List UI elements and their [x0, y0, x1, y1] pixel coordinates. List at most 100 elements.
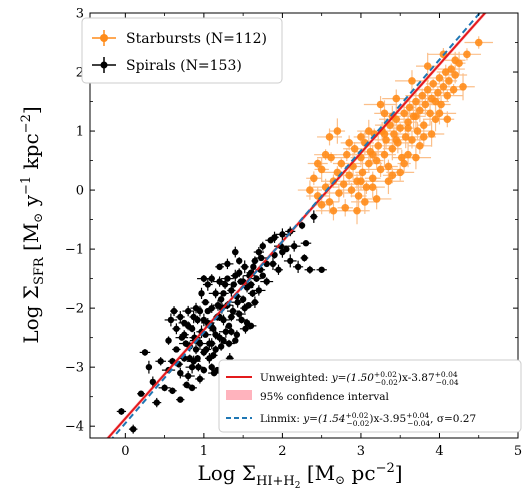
starburst-point — [374, 142, 383, 150]
spiral-point — [279, 248, 286, 256]
starburst-point — [392, 94, 401, 103]
starburst-point — [361, 198, 369, 206]
spiral-point — [188, 384, 196, 392]
spiral-point — [318, 266, 325, 273]
starburst-point — [401, 133, 410, 141]
starburst-point — [463, 50, 471, 59]
spiral-point — [177, 369, 184, 377]
spiral-point — [203, 346, 210, 353]
spiral-point — [310, 213, 318, 220]
spiral-point — [212, 290, 219, 297]
starburst-point — [372, 195, 381, 203]
spiral-point — [217, 296, 225, 303]
starburst-point — [333, 127, 342, 135]
spiral-point — [206, 355, 213, 362]
starburst-point — [419, 133, 428, 141]
spiral-point — [194, 316, 201, 324]
spiral-point — [212, 331, 219, 338]
starburst-point — [396, 168, 405, 177]
spiral-point — [255, 287, 263, 294]
spiral-point — [241, 263, 248, 271]
legend-bottom: Unweighted: y=(1.50+0.02 −0.02)x-3.87+0.0… — [218, 359, 522, 433]
legend-unweighted-label: Unweighted: y=(1.50+0.02 −0.02)x-3.87+0.0… — [260, 370, 459, 387]
spiral-point — [195, 363, 202, 371]
starburst-point — [390, 130, 398, 138]
starburst-point — [372, 156, 381, 165]
spiral-point — [170, 307, 178, 315]
starburst-point — [317, 201, 326, 209]
starburst-point — [408, 77, 416, 85]
starburst-point — [426, 109, 434, 118]
x-axis-title: Log ΣHI+H2 [M⊙ pc−2] — [197, 461, 402, 491]
spiral-point — [204, 307, 211, 315]
starburst-point — [449, 85, 458, 94]
spiral-point — [149, 378, 157, 386]
starburst-point — [388, 171, 397, 180]
starburst-point — [413, 127, 422, 135]
starburst-point — [310, 174, 318, 183]
starburst-point — [317, 165, 326, 174]
starburst-point — [435, 109, 444, 118]
y-tick-label: −2 — [65, 302, 84, 317]
y-tick-label: 2 — [76, 66, 84, 81]
spiral-point — [302, 240, 310, 247]
starburst-point — [343, 150, 351, 159]
starburst-point — [434, 88, 442, 97]
unweighted-fit-line — [106, 13, 487, 438]
y-tick-label: −1 — [65, 243, 84, 258]
y-tick-label: 0 — [76, 184, 84, 199]
x-tick-label: 1 — [200, 444, 208, 459]
starburst-point — [354, 192, 363, 200]
spiral-point — [196, 340, 204, 347]
legend-ci-swatch — [226, 390, 252, 400]
x-tick-label: 3 — [357, 444, 365, 459]
spiral-point — [224, 275, 231, 282]
starburst-point — [345, 171, 353, 180]
legend-top: Starbursts (N=112) Spirals (N=153) — [81, 17, 283, 84]
starburst-point — [368, 150, 377, 159]
spiral-point — [247, 322, 255, 330]
starburst-point — [313, 159, 322, 168]
spiral-point — [188, 363, 196, 371]
spiral-point — [259, 242, 266, 250]
spiral-point — [253, 275, 260, 282]
starburst-point — [412, 153, 420, 162]
spiral-point — [129, 425, 137, 433]
starburst-point — [325, 198, 334, 206]
starburst-point — [341, 203, 350, 212]
spiral-point — [200, 366, 208, 374]
spiral-point — [269, 260, 277, 268]
starburst-point — [429, 80, 437, 88]
spiral-point — [169, 387, 176, 394]
starburst-point — [384, 177, 393, 186]
y-tick-label: −4 — [65, 420, 84, 435]
starburst-point — [400, 109, 408, 118]
starburst-errorbars — [297, 36, 493, 225]
spiral-point — [230, 281, 237, 288]
starburst-point — [445, 77, 453, 85]
legend-top-box — [81, 17, 283, 84]
spiral-point — [251, 299, 259, 306]
spiral-point — [271, 234, 278, 241]
y-tick-label: 3 — [76, 7, 84, 22]
starburst-point — [404, 150, 412, 159]
starburst-point — [382, 136, 390, 144]
starburst-point — [416, 142, 424, 150]
starburst-point — [416, 106, 424, 115]
starburst-point — [357, 177, 365, 186]
starburst-point — [412, 112, 420, 121]
starburst-point — [412, 97, 420, 106]
starburst-point — [400, 159, 408, 168]
spiral-point — [188, 325, 196, 332]
starburst-point — [380, 109, 389, 118]
spiral-point — [216, 278, 223, 285]
starburst-point — [380, 150, 389, 159]
spiral-point — [236, 257, 243, 265]
plot-area — [105, 13, 493, 438]
spiral-point — [233, 331, 241, 338]
legend-ci-label: 95% confidence interval — [260, 391, 390, 403]
spiral-point — [279, 231, 286, 238]
starburst-point — [339, 180, 348, 188]
starburst-point — [364, 159, 373, 168]
starburst-point — [358, 168, 367, 177]
